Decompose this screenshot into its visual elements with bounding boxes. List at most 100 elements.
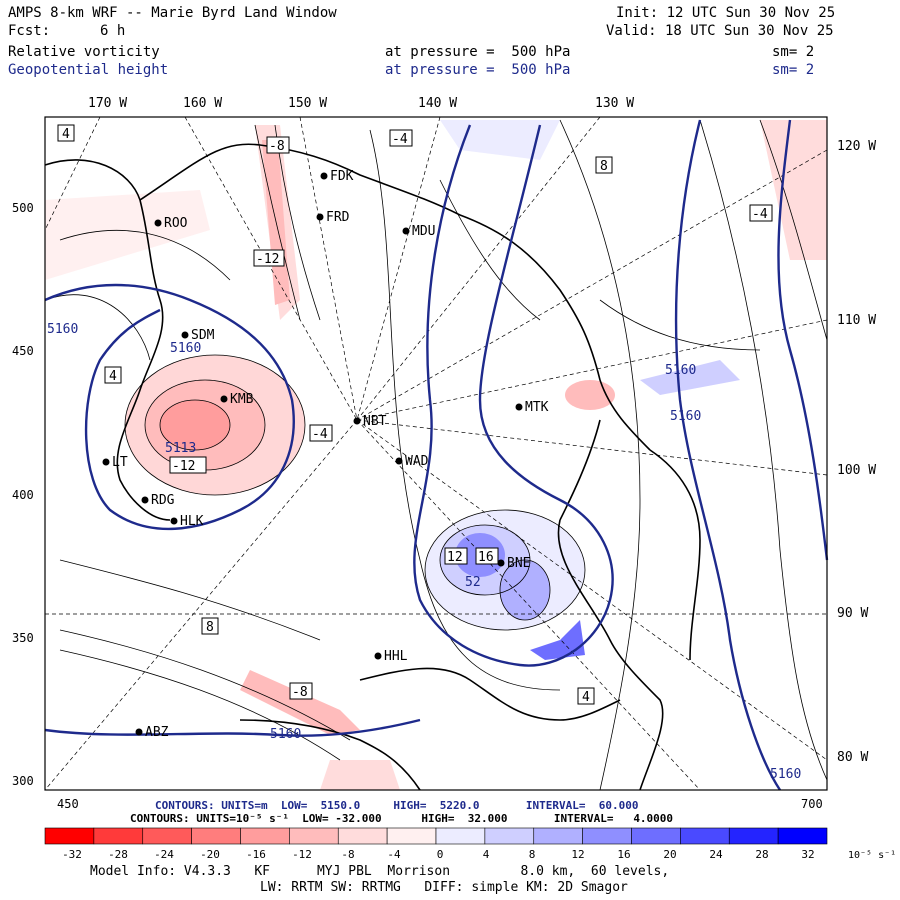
- contour-box: -4: [389, 129, 413, 147]
- height-labels: 5113 5160 5160 5160 5160 5160 5160 52: [47, 322, 801, 782]
- height-label: 5160: [170, 341, 201, 356]
- color-bar: -32 -28 -24 -20 -16 -12 -8 -4 0 4 8 12 16 20 24 28 32 10⁻…: [44, 827, 896, 861]
- svg-text:WAD: WAD: [405, 454, 429, 469]
- svg-text:4: 4: [582, 690, 590, 705]
- vorticity-contours: [44, 119, 828, 791]
- height-label: 5160: [770, 767, 801, 782]
- init-time: Init: 12 UTC Sun 30 Nov 25: [616, 5, 836, 21]
- field1-level: at pressure = 500 hPa: [385, 44, 571, 60]
- color-bar-tick-label: -8: [341, 848, 354, 861]
- color-bar-tick-label: 4: [483, 848, 490, 861]
- svg-text:-4: -4: [752, 207, 768, 222]
- color-bar-tick-label: 20: [663, 848, 676, 861]
- station-marker: MTK: [515, 400, 549, 415]
- contour-box: 16: [475, 547, 499, 565]
- color-bar-swatch: [191, 827, 241, 845]
- color-bar-tick-label: 16: [617, 848, 630, 861]
- top-lon-label: 160 W: [183, 96, 222, 111]
- station-marker: SDM: [181, 328, 215, 343]
- left-y-label: 400: [12, 488, 34, 502]
- color-bar-swatch: [484, 827, 535, 845]
- svg-text:MDU: MDU: [412, 224, 435, 239]
- svg-text:MTK: MTK: [525, 400, 549, 415]
- height-label: 5160: [670, 409, 701, 424]
- left-y-label: 500: [12, 201, 34, 215]
- map-frame: [44, 116, 828, 791]
- left-y-label: 450: [12, 344, 34, 358]
- contour-box: 4: [577, 687, 595, 705]
- field2-name: Geopotential height: [8, 62, 169, 78]
- svg-text:-12: -12: [172, 459, 195, 474]
- field1-name: Relative vorticity: [8, 44, 160, 60]
- svg-text:16: 16: [478, 550, 494, 565]
- svg-text:8: 8: [206, 620, 214, 635]
- color-bar-swatch: [631, 827, 681, 845]
- height-label: 5160: [47, 322, 78, 337]
- color-bar-tick-label: 32: [801, 848, 814, 861]
- color-bar-swatch: [728, 827, 779, 845]
- color-bar-swatch: [44, 827, 95, 845]
- svg-text:ABZ: ABZ: [145, 725, 169, 740]
- station-marker: NBT: [353, 414, 387, 429]
- contour-value-boxes: 4 -4 8 -8 -12 12 -4 4 8 -4 4 -8 16 -12: [57, 124, 773, 705]
- field2-smoothing: sm= 2: [772, 62, 815, 78]
- color-bar-tick-label: -12: [292, 848, 312, 861]
- height-label: 5160: [270, 727, 301, 742]
- color-bar-swatch: [337, 827, 388, 845]
- model-info-line2: LW: RRTM SW: RRTMG DIFF: simple KM: 2D S…: [260, 880, 628, 895]
- svg-text:-8: -8: [292, 685, 308, 700]
- contour-box: 4: [57, 124, 75, 142]
- color-bar-swatch: [680, 827, 730, 845]
- forecast-hour: 6 h: [100, 23, 126, 39]
- color-bar-tick-label: -16: [246, 848, 266, 861]
- color-bar-tick-label: -32: [62, 848, 82, 861]
- lat-lon-grid: [44, 116, 828, 791]
- color-bar-swatch: [386, 827, 437, 845]
- contour-box: -8: [266, 136, 290, 154]
- contour-box: 8: [595, 156, 613, 174]
- bottom-x-label: 450: [57, 797, 79, 811]
- svg-text:-8: -8: [269, 139, 285, 154]
- svg-text:SDM: SDM: [191, 328, 215, 343]
- top-lon-label: 150 W: [288, 96, 327, 111]
- color-bar-tick-label: -4: [387, 848, 401, 861]
- station-marker: LT: [102, 455, 128, 470]
- low-value-label: 5113: [165, 441, 196, 456]
- color-bar-swatch: [142, 827, 192, 845]
- contour-box: -12: [169, 456, 207, 474]
- field1-smoothing: sm= 2: [772, 44, 815, 60]
- right-lon-label: 120 W: [837, 139, 876, 154]
- color-bar-tick-label: -20: [200, 848, 220, 861]
- plot-title: AMPS 8-km WRF -- Marie Byrd Land Window: [8, 5, 337, 21]
- color-bar-swatch: [777, 827, 828, 845]
- contour-box: 4: [104, 366, 122, 384]
- color-bar-tick-label: -28: [108, 848, 128, 861]
- right-lon-label: 110 W: [837, 313, 876, 328]
- station-marker: BNE: [497, 556, 530, 571]
- svg-text:FRD: FRD: [326, 210, 350, 225]
- station-marker: ROO: [154, 216, 188, 231]
- color-bar-swatch: [582, 827, 632, 845]
- contour-box: -12: [253, 249, 285, 267]
- svg-text:LT: LT: [112, 455, 128, 470]
- stations: ROO FDK FRD MDU SDM KMB NBT LT RDG HLK W…: [102, 169, 549, 740]
- height-contours: [44, 119, 829, 791]
- station-marker: WAD: [395, 454, 429, 469]
- station-marker: FDK: [320, 169, 354, 184]
- height-contour-info: CONTOURS: UNITS=m LOW= 5150.0 HIGH= 5220…: [155, 799, 639, 812]
- color-bar-units: 10⁻⁵ s⁻¹: [848, 850, 896, 861]
- svg-text:NBT: NBT: [363, 414, 387, 429]
- vorticity-contour-info: CONTOURS: UNITS=10⁻⁵ s⁻¹ LOW= -32.000 HI…: [130, 812, 674, 825]
- model-info-line1: Model Info: V4.3.3 KF MYJ PBL Morrison 8…: [90, 864, 670, 879]
- svg-text:RDG: RDG: [151, 493, 175, 508]
- color-bar-swatch: [240, 827, 290, 845]
- field2-level: at pressure = 500 hPa: [385, 62, 571, 78]
- color-bar-swatch: [289, 827, 339, 845]
- station-marker: MDU: [402, 224, 435, 239]
- left-y-label: 300: [12, 774, 34, 788]
- color-bar-swatch: [435, 827, 486, 845]
- color-bar-tick-label: -24: [154, 848, 174, 861]
- station-marker: HHL: [374, 649, 408, 664]
- svg-text:-4: -4: [392, 132, 408, 147]
